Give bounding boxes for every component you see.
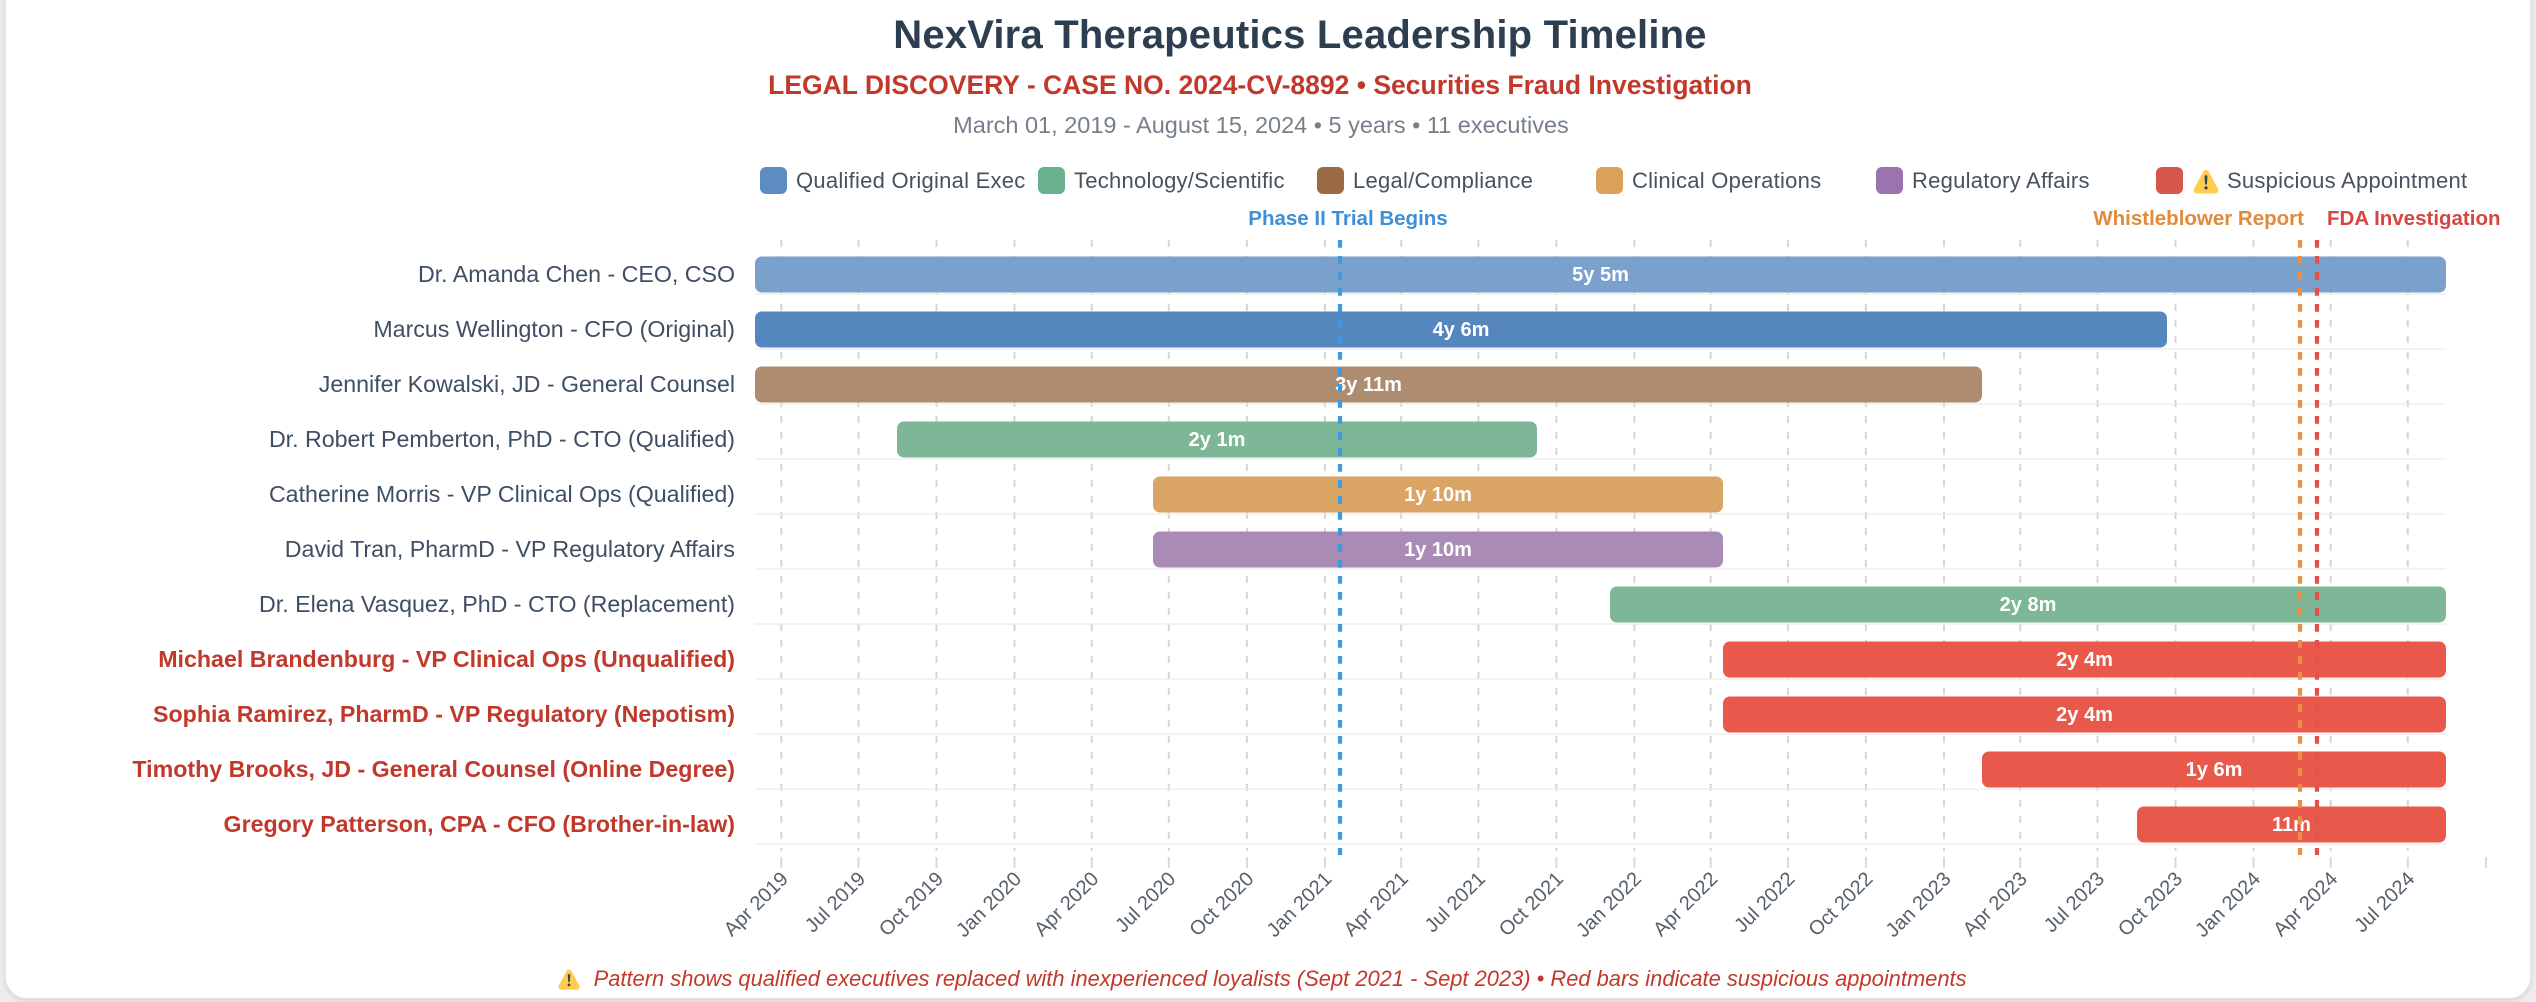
svg-text:Apr 2022: Apr 2022 — [1649, 868, 1722, 941]
svg-text:Jul 2019: Jul 2019 — [801, 868, 870, 937]
svg-text:Apr 2021: Apr 2021 — [1340, 868, 1413, 941]
svg-text:Oct 2019: Oct 2019 — [875, 868, 948, 941]
svg-text:Jan 2020: Jan 2020 — [952, 868, 1026, 942]
svg-text:2y 1m: 2y 1m — [1189, 429, 1246, 451]
svg-text:11m: 11m — [2272, 814, 2311, 836]
svg-text:Dr. Amanda Chen - CEO, CSO: Dr. Amanda Chen - CEO, CSO — [418, 261, 735, 287]
svg-text:Catherine Morris - VP Clinical: Catherine Morris - VP Clinical Ops (Qual… — [269, 481, 735, 507]
svg-text:4y 6m: 4y 6m — [1433, 319, 1490, 341]
svg-text:Oct 2022: Oct 2022 — [1804, 868, 1877, 941]
svg-text:2y 4m: 2y 4m — [2056, 649, 2113, 671]
svg-text:Jan 2022: Jan 2022 — [1572, 868, 1646, 942]
svg-text:Apr 2020: Apr 2020 — [1030, 868, 1103, 941]
svg-text:Dr. Elena Vasquez, PhD - CTO (: Dr. Elena Vasquez, PhD - CTO (Replacemen… — [259, 591, 735, 617]
svg-text:Timothy Brooks, JD - General C: Timothy Brooks, JD - General Counsel (On… — [132, 756, 735, 782]
svg-text:Marcus Wellington - CFO (Origi: Marcus Wellington - CFO (Original) — [373, 316, 735, 342]
svg-text:2y 4m: 2y 4m — [2056, 704, 2113, 726]
svg-text:Jul 2022: Jul 2022 — [1730, 868, 1799, 937]
svg-text:Apr 2023: Apr 2023 — [1959, 868, 2032, 941]
svg-text:Gregory Patterson, CPA - CFO (: Gregory Patterson, CPA - CFO (Brother-in… — [224, 811, 735, 837]
svg-text:Whistleblower Report: Whistleblower Report — [2093, 207, 2304, 230]
svg-text:Sophia Ramirez, PharmD - VP Re: Sophia Ramirez, PharmD - VP Regulatory (… — [153, 701, 735, 727]
svg-text:2y 8m: 2y 8m — [2000, 594, 2057, 616]
svg-text:Oct 2023: Oct 2023 — [2114, 868, 2187, 941]
svg-text:Jan 2023: Jan 2023 — [1882, 868, 1956, 942]
svg-text:Jennifer Kowalski, JD - Genera: Jennifer Kowalski, JD - General Counsel — [319, 371, 735, 397]
svg-text:1y 6m: 1y 6m — [2186, 759, 2243, 781]
svg-text:Apr 2024: Apr 2024 — [2269, 868, 2342, 941]
svg-text:Jan 2024: Jan 2024 — [2191, 868, 2265, 942]
svg-text:Phase II Trial Begins: Phase II Trial Begins — [1248, 207, 1447, 230]
svg-text:Oct 2020: Oct 2020 — [1185, 868, 1258, 941]
svg-text:1y 10m: 1y 10m — [1404, 539, 1472, 561]
svg-text:Dr. Robert Pemberton, PhD - CT: Dr. Robert Pemberton, PhD - CTO (Qualifi… — [269, 426, 735, 452]
svg-text:Jul 2024: Jul 2024 — [2350, 868, 2419, 937]
svg-text:3y 11m: 3y 11m — [1335, 374, 1402, 396]
svg-text:Jul 2021: Jul 2021 — [1421, 868, 1490, 937]
svg-text:Apr 2019: Apr 2019 — [720, 868, 793, 941]
svg-text:1y 10m: 1y 10m — [1404, 484, 1472, 506]
svg-text:Michael Brandenburg - VP Clini: Michael Brandenburg - VP Clinical Ops (U… — [158, 646, 735, 672]
svg-text:Jul 2020: Jul 2020 — [1111, 868, 1180, 937]
svg-text:FDA Investigation: FDA Investigation — [2327, 207, 2501, 230]
svg-text:Jan 2021: Jan 2021 — [1263, 868, 1337, 942]
svg-text:David Tran, PharmD - VP Regula: David Tran, PharmD - VP Regulatory Affai… — [285, 536, 735, 562]
svg-text:Oct 2021: Oct 2021 — [1495, 868, 1568, 941]
svg-text:Jul 2023: Jul 2023 — [2040, 868, 2109, 937]
svg-text:5y 5m: 5y 5m — [1572, 264, 1629, 286]
